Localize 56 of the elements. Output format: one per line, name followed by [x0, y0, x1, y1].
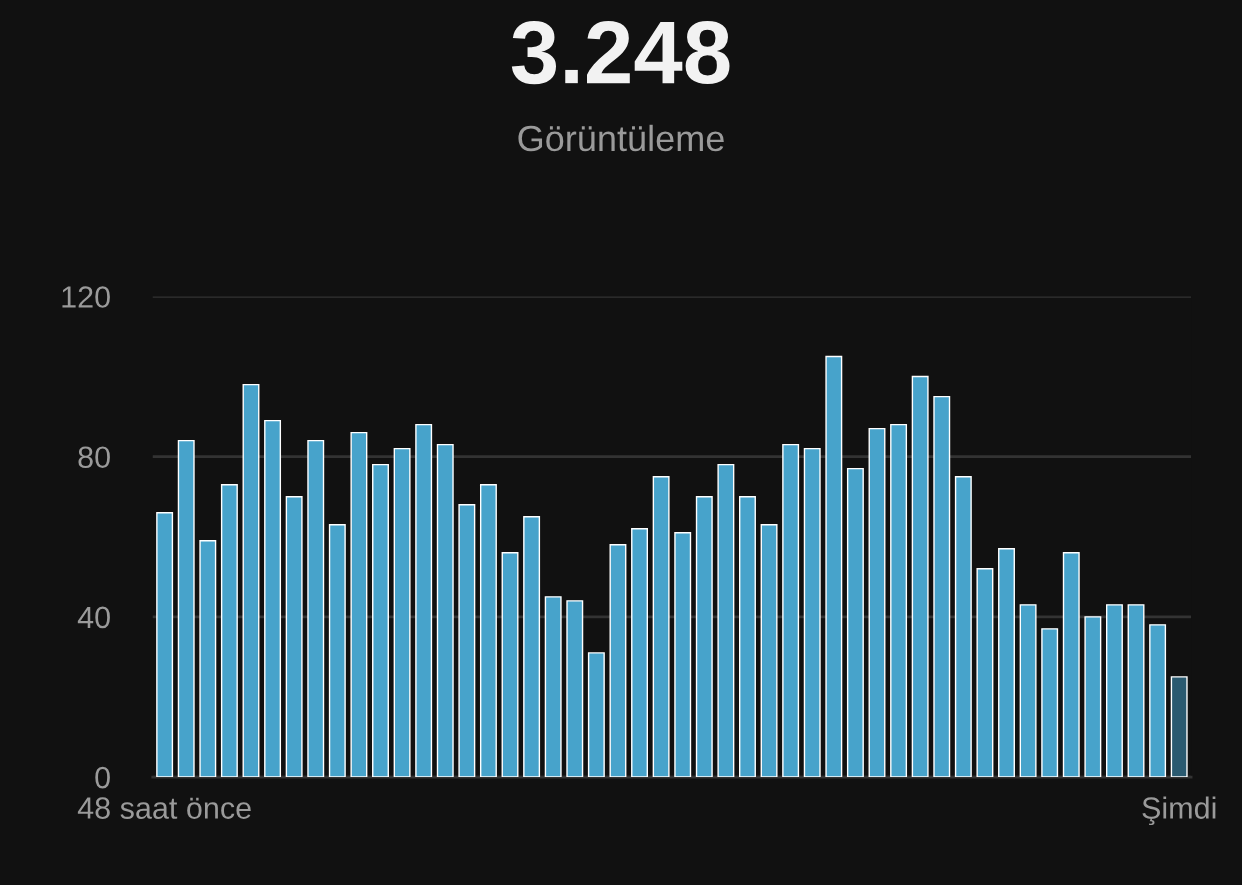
bar [479, 483, 497, 778]
bar [199, 540, 217, 778]
bar [890, 423, 908, 778]
bar [1149, 624, 1167, 778]
bar [609, 544, 627, 778]
bar [954, 475, 972, 778]
bar [695, 496, 713, 778]
bar [566, 600, 584, 778]
bar [328, 524, 346, 778]
x-tick-label: 48 saat önce [77, 797, 251, 819]
bar [803, 447, 821, 778]
bar [760, 524, 778, 778]
bar [652, 475, 670, 778]
bar [220, 483, 238, 778]
bar [933, 395, 951, 778]
bar [458, 504, 476, 778]
bar [285, 496, 303, 778]
bar [436, 443, 454, 778]
bar [350, 431, 368, 778]
y-tick-label: 0 [95, 766, 110, 789]
bar [717, 463, 735, 778]
bar [156, 512, 174, 778]
bar [782, 443, 800, 778]
bar [1041, 628, 1059, 778]
bar [1127, 604, 1145, 778]
chart-title: 3.248 [511, 21, 730, 85]
y-tick-label: 120 [62, 286, 110, 308]
bar [998, 548, 1015, 778]
bar [674, 532, 692, 778]
bar [501, 552, 519, 778]
bar [544, 596, 562, 778]
bar [1062, 552, 1080, 778]
bar [587, 652, 605, 778]
chart-subtitle: Görüntüleme [518, 124, 724, 152]
bar [307, 439, 325, 778]
bar [1019, 604, 1037, 778]
y-tick-label: 40 [77, 606, 110, 629]
bar [1170, 676, 1188, 778]
bar [1084, 616, 1102, 778]
bar [739, 496, 756, 778]
bar [393, 447, 411, 778]
bar [868, 427, 886, 778]
x-tick-label: Şimdi [1142, 796, 1216, 826]
bar [825, 355, 843, 778]
bar [911, 375, 929, 778]
bar [523, 516, 541, 778]
bar [1105, 604, 1123, 778]
bar [976, 568, 994, 778]
bar [264, 419, 282, 778]
bar [846, 467, 864, 778]
bar [372, 463, 389, 778]
bar [177, 439, 195, 778]
bar [631, 528, 649, 778]
y-tick-label: 80 [78, 446, 110, 469]
bar [415, 423, 433, 778]
bar [242, 383, 260, 778]
